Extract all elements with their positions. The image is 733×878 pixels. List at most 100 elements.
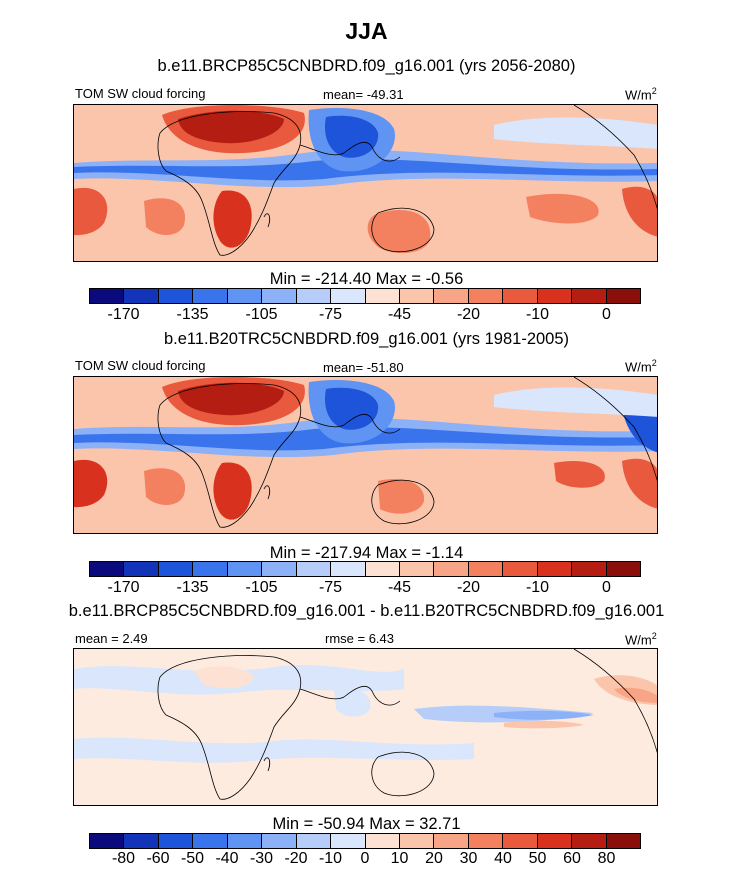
- colorbar-box: [90, 562, 125, 576]
- colorbar-box: [158, 834, 194, 848]
- colorbar-box: [193, 562, 228, 576]
- colorbar-box: [124, 562, 159, 576]
- colorbar-tick-label: 20: [425, 850, 443, 867]
- colorbar-tick-label: -135: [176, 579, 209, 596]
- panel-3-units: W/m2: [625, 631, 657, 648]
- colorbar-box: [503, 834, 538, 848]
- panel-2-units: W/m2: [625, 358, 657, 375]
- colorbar-box: [399, 562, 435, 576]
- colorbar-tick-label: -45: [387, 306, 412, 323]
- panel-2-mean-label: mean= -51.80: [323, 360, 404, 375]
- panel-3-colorbar: [89, 833, 641, 849]
- colorbar-box: [331, 562, 366, 576]
- panel-1-colorbar: [89, 288, 641, 304]
- panel-2-variable-label: TOM SW cloud forcing: [75, 358, 206, 373]
- panel-1-map: [73, 104, 658, 262]
- colorbar-box: [606, 289, 640, 303]
- colorbar-box: [503, 289, 538, 303]
- figure-title: JJA: [345, 18, 388, 44]
- colorbar-box: [537, 562, 573, 576]
- colorbar-tick-label: -75: [318, 306, 343, 323]
- panel-3-min-max: Min = -50.94 Max = 32.71: [272, 815, 461, 833]
- colorbar-tick-label: -20: [284, 850, 308, 867]
- colorbar-tick-label: 0: [602, 579, 611, 596]
- colorbar-box: [399, 289, 435, 303]
- colorbar-box: [227, 289, 263, 303]
- panel-2-map: [73, 376, 658, 534]
- panel-1-colorbar-labels: -170 -135 -105 -75 -45 -20 -10 0: [89, 306, 641, 326]
- colorbar-tick-label: -60: [146, 850, 170, 867]
- colorbar-box: [365, 834, 400, 848]
- panel-3-colorbar-labels: -80 -60 -50 -40 -30 -20 -10 0 10 20 30 40 50 60 80: [89, 850, 641, 870]
- panel-3-title: b.e11.BRCP85C5CNBDRD.f09_g16.001 - b.e11…: [68, 602, 665, 620]
- colorbar-box: [296, 562, 332, 576]
- colorbar-tick-label: 10: [390, 850, 409, 867]
- colorbar-tick-label: 0: [602, 306, 611, 323]
- panel-1-mean-label: mean= -49.31: [323, 87, 404, 102]
- colorbar-tick-label: -80: [111, 850, 136, 867]
- colorbar-box: [537, 834, 573, 848]
- colorbar-box: [331, 289, 366, 303]
- panel-3-map: [73, 648, 658, 806]
- panel-3-rmse-label: rmse = 6.43: [325, 631, 395, 646]
- colorbar-tick-label: -105: [245, 579, 278, 596]
- colorbar-box: [572, 562, 607, 576]
- colorbar-tick-label: -105: [245, 306, 278, 323]
- panel-1-min-max: Min = -214.40 Max = -0.56: [269, 270, 464, 288]
- colorbar-box: [399, 834, 435, 848]
- colorbar-box: [365, 289, 400, 303]
- colorbar-box: [468, 562, 504, 576]
- colorbar-tick-label: -170: [107, 579, 140, 596]
- colorbar-box: [606, 834, 640, 848]
- panel-1-title: b.e11.BRCP85C5CNBDRD.f09_g16.001 (yrs 20…: [157, 57, 576, 75]
- panel-2-min-max: Min = -217.94 Max = -1.14: [269, 544, 464, 562]
- colorbar-box: [90, 834, 125, 848]
- panel-1-variable-label: TOM SW cloud forcing: [75, 86, 206, 101]
- colorbar-tick-label: -135: [176, 306, 209, 323]
- colorbar-box: [262, 289, 297, 303]
- colorbar-box: [572, 289, 607, 303]
- colorbar-tick-label: 40: [494, 850, 512, 867]
- colorbar-tick-label: -10: [318, 850, 343, 867]
- colorbar-box: [434, 834, 469, 848]
- colorbar-tick-label: 50: [528, 850, 547, 867]
- colorbar-tick-label: -75: [318, 579, 343, 596]
- colorbar-tick-label: -20: [456, 579, 481, 596]
- colorbar-box: [468, 289, 504, 303]
- colorbar-box: [572, 834, 607, 848]
- colorbar-box: [124, 289, 159, 303]
- colorbar-tick-label: 80: [597, 850, 616, 867]
- colorbar-tick-label: -30: [249, 850, 274, 867]
- panel-1-units: W/m2: [625, 86, 657, 103]
- colorbar-tick-label: -10: [525, 306, 550, 323]
- colorbar-tick-label: -170: [107, 306, 140, 323]
- colorbar-box: [227, 562, 263, 576]
- panel-2-title: b.e11.B20TRC5CNBDRD.f09_g16.001 (yrs 198…: [163, 330, 570, 348]
- panel-3-mean-label: mean = 2.49: [75, 631, 148, 646]
- colorbar-box: [193, 834, 228, 848]
- colorbar-box: [296, 289, 332, 303]
- colorbar-box: [434, 562, 469, 576]
- colorbar-tick-label: 30: [459, 850, 478, 867]
- colorbar-box: [296, 834, 332, 848]
- colorbar-box: [124, 834, 159, 848]
- colorbar-tick-label: -45: [387, 579, 412, 596]
- colorbar-box: [262, 562, 297, 576]
- panel-2-colorbar: [89, 561, 641, 577]
- colorbar-tick-label: 60: [563, 850, 581, 867]
- colorbar-box: [158, 562, 194, 576]
- colorbar-box: [227, 834, 263, 848]
- colorbar-box: [434, 289, 469, 303]
- colorbar-tick-label: 0: [360, 850, 370, 867]
- colorbar-tick-label: -40: [215, 850, 239, 867]
- colorbar-box: [158, 289, 194, 303]
- colorbar-box: [365, 562, 400, 576]
- colorbar-box: [503, 562, 538, 576]
- colorbar-box: [537, 289, 573, 303]
- colorbar-box: [90, 289, 125, 303]
- colorbar-box: [193, 289, 228, 303]
- colorbar-tick-label: -50: [180, 850, 205, 867]
- colorbar-box: [262, 834, 297, 848]
- colorbar-tick-label: -20: [456, 306, 481, 323]
- panel-2-colorbar-labels: -170 -135 -105 -75 -45 -20 -10 0: [89, 579, 641, 599]
